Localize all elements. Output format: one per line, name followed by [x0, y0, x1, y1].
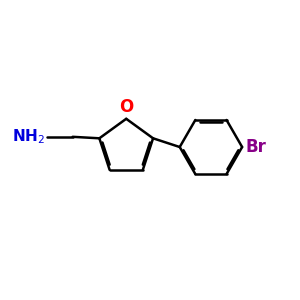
Text: NH$_2$: NH$_2$ — [12, 128, 45, 146]
Text: Br: Br — [246, 138, 267, 156]
Text: O: O — [119, 98, 133, 116]
